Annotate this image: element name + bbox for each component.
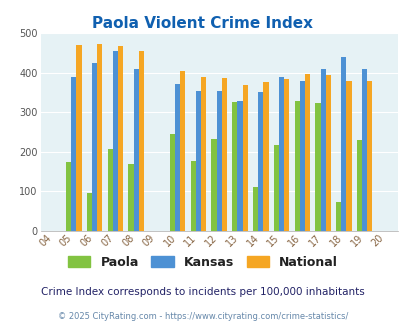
Bar (216, 91, 221, 231)
Bar (299, 81, 304, 231)
Bar (76, 45, 81, 231)
Bar (242, 85, 247, 231)
Bar (97, 44, 102, 231)
Bar (66, 162, 71, 231)
Bar (263, 82, 268, 231)
Text: © 2025 CityRating.com - https://www.cityrating.com/crime-statistics/: © 2025 CityRating.com - https://www.city… (58, 312, 347, 321)
Bar (133, 69, 139, 231)
Bar (252, 187, 258, 231)
Bar (356, 140, 361, 231)
Bar (304, 74, 309, 231)
Bar (273, 145, 278, 231)
Bar (139, 51, 144, 231)
Bar (325, 75, 330, 231)
Bar (195, 91, 200, 231)
Bar (361, 69, 367, 231)
Bar (180, 71, 185, 231)
Bar (237, 101, 242, 231)
Bar (87, 193, 92, 231)
Bar (294, 101, 299, 231)
Bar (315, 103, 320, 231)
Bar (232, 102, 237, 231)
Bar (113, 51, 118, 231)
Bar (367, 81, 371, 231)
Bar (128, 164, 133, 231)
Bar (107, 148, 113, 231)
Bar (284, 79, 289, 231)
Bar (200, 77, 206, 231)
Bar (92, 63, 97, 231)
Text: Crime Index corresponds to incidents per 100,000 inhabitants: Crime Index corresponds to incidents per… (41, 287, 364, 297)
Bar (175, 84, 180, 231)
Bar (71, 77, 76, 231)
Bar (169, 134, 175, 231)
Bar (221, 78, 226, 231)
Bar (320, 69, 325, 231)
Bar (258, 92, 263, 231)
Bar (345, 81, 351, 231)
Legend: Paola, Kansas, National: Paola, Kansas, National (64, 252, 341, 273)
Bar (341, 57, 345, 231)
Bar (335, 203, 341, 231)
Bar (118, 46, 123, 231)
Bar (278, 77, 284, 231)
Bar (190, 160, 195, 231)
Bar (211, 139, 216, 231)
Text: Paola Violent Crime Index: Paola Violent Crime Index (92, 16, 313, 31)
